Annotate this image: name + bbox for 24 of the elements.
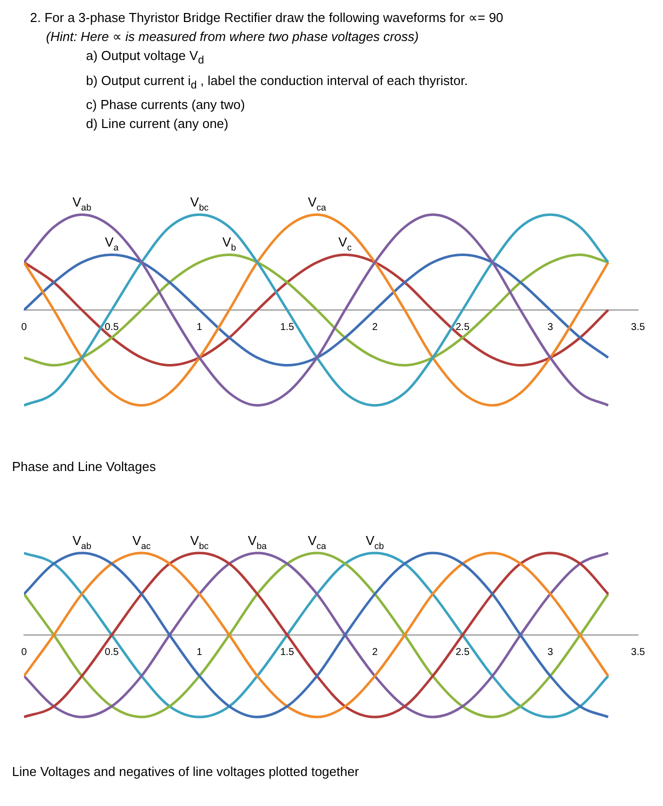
x-tick-label: 1 — [196, 646, 203, 658]
x-tick-label: 3 — [548, 322, 554, 333]
text: a) Output voltage V$_{d}$ — [85, 47, 206, 69]
x-tick-label: 2 — [372, 322, 378, 333]
text: c) Phase currents (any two) — [85, 96, 246, 114]
x-tick-label: 0.5 — [104, 646, 120, 658]
text: 2. For a 3-phase Thyristor Bridge Rectifier draw the following waveforms for ∝= 90 — [30, 9, 504, 27]
text: (Hint: Here ∝ is measured from where two phase voltages cross) — [45, 28, 420, 46]
x-tick-label: 1.5 — [280, 322, 295, 333]
x-tick-label: 0 — [21, 646, 28, 658]
text: b) Output current i$_{d}$ , label the conduction interval of each thyristor. — [85, 72, 469, 94]
x-tick-label: 3 — [548, 646, 554, 658]
x-tick-label: 0.5 — [104, 322, 120, 333]
x-tick-label: 2.5 — [456, 322, 470, 333]
text: Phase and Line Voltages — [12, 459, 157, 474]
text: Line Voltages and negatives of line voltages plotted together — [12, 764, 360, 780]
x-tick-label: 1.5 — [280, 646, 295, 658]
x-tick-label: 3.5 — [631, 322, 646, 333]
x-tick-label: 1 — [196, 322, 203, 333]
x-tick-label: 0 — [21, 322, 28, 333]
x-tick-label: 2 — [372, 646, 378, 658]
x-tick-label: 3.5 — [631, 646, 646, 658]
text: d) Line current (any one) — [85, 115, 230, 134]
x-tick-label: 2.5 — [456, 646, 470, 658]
